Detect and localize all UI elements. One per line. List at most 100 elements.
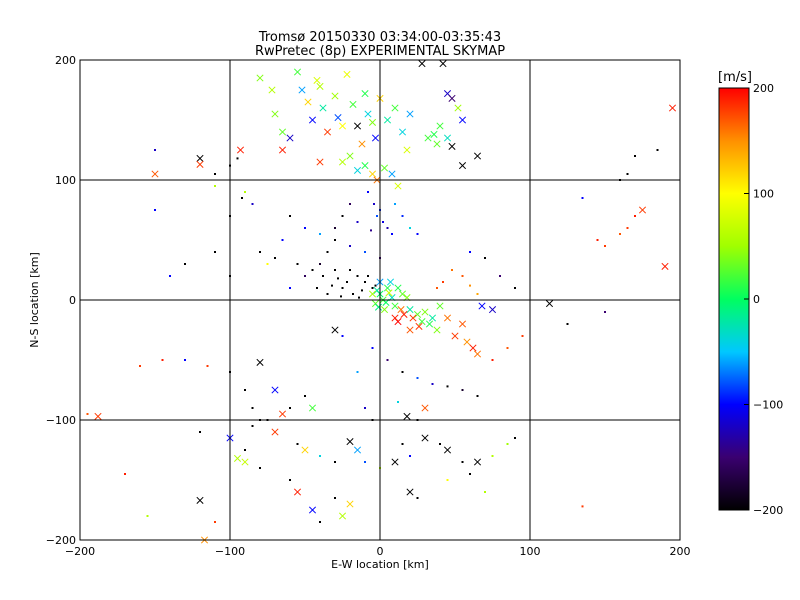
x-tick-label: −100 [215, 545, 245, 558]
scatter-point-cross [458, 116, 467, 124]
scatter-point-cross [469, 344, 477, 352]
scatter-point-dot [367, 275, 369, 277]
scatter-points [86, 60, 677, 544]
scatter-point-dot [169, 275, 171, 277]
y-tick-label: 100 [55, 174, 76, 187]
scatter-point-cross [383, 284, 392, 292]
scatter-point-dot [439, 443, 441, 445]
scatter-point-cross [334, 114, 342, 122]
scatter-point-cross [418, 318, 426, 326]
scatter-point-cross [425, 320, 434, 328]
scatter-point-dot [311, 269, 314, 271]
scatter-point-dot [566, 323, 569, 325]
scatter-point-cross [319, 104, 327, 112]
scatter-point-dot [316, 287, 318, 289]
scatter-point-dot [364, 407, 366, 409]
scatter-point-cross [380, 306, 389, 314]
scatter-point-dot [199, 431, 201, 433]
scatter-point-cross [406, 110, 414, 118]
scatter-point-cross [406, 326, 414, 334]
scatter-point-cross [638, 206, 647, 214]
scatter-point-dot [361, 289, 363, 292]
scatter-point-dot [461, 461, 464, 463]
scatter-point-dot [356, 221, 359, 223]
scatter-point-dot [304, 395, 306, 397]
scatter-point-dot [364, 461, 366, 463]
scatter-point-dot [281, 239, 284, 241]
scatter-point-dot [334, 227, 336, 229]
scatter-point-dot [251, 425, 254, 427]
scatter-point-cross [338, 158, 347, 166]
scatter-point-dot [656, 149, 659, 151]
scatter-point-cross [424, 134, 432, 142]
scatter-point-dot [374, 284, 377, 287]
scatter-point-dot [386, 359, 389, 361]
scatter-point-cross [398, 128, 407, 136]
scatter-point-cross [391, 104, 399, 112]
scatter-point-dot [397, 401, 399, 403]
scatter-point-dot [469, 284, 471, 287]
scatter-point-dot [184, 263, 186, 265]
scatter-point-cross [368, 290, 377, 298]
x-tick-label: −200 [65, 545, 95, 558]
scatter-point-dot [146, 515, 149, 517]
scatter-point-cross [397, 306, 405, 314]
scatter-point-dot [401, 215, 404, 217]
scatter-point-dot [386, 227, 389, 229]
scatter-point-cross [463, 338, 471, 346]
scatter-point-dot [442, 281, 444, 283]
y-tick-label: 0 [69, 294, 76, 307]
scatter-point-cross [406, 306, 414, 314]
scatter-point-cross [374, 303, 383, 311]
scatter-point-cross [368, 118, 377, 126]
scatter-point-dot [469, 473, 471, 475]
scatter-point-cross [421, 308, 429, 316]
scatter-point-dot [446, 385, 449, 388]
scatter-point-cross [386, 278, 395, 286]
y-axis-label: N-S location [km] [28, 252, 41, 348]
scatter-point-cross [304, 98, 312, 106]
scatter-point-dot [634, 155, 636, 157]
y-axis-ticks: −200 −100 0 100 200 [46, 54, 76, 547]
scatter-point-dot [319, 521, 321, 523]
scatter-point-dot [461, 275, 464, 277]
scatter-point-dot [476, 293, 479, 295]
scatter-point-dot [604, 311, 606, 313]
scatter-point-dot [331, 284, 333, 287]
scatter-point-dot [401, 443, 404, 445]
scatter-point-cross [151, 170, 159, 178]
scatter-point-dot [184, 359, 186, 361]
scatter-point-cross [268, 86, 276, 94]
scatter-point-dot [484, 491, 486, 493]
y-tick-label: −100 [46, 414, 76, 427]
y-tick-label: 200 [55, 54, 76, 67]
scatter-point-dot [367, 191, 369, 193]
scatter-point-cross [358, 140, 366, 148]
scatter-point-dot [319, 263, 321, 265]
scatter-point-dot [416, 497, 419, 499]
scatter-point-dot [356, 275, 359, 277]
scatter-point-dot [436, 287, 438, 289]
scatter-point-dot [289, 407, 291, 409]
scatter-point-cross [241, 458, 249, 466]
scatter-point-cross [391, 302, 399, 310]
scatter-point-cross [436, 122, 444, 130]
scatter-point-cross [443, 446, 452, 454]
scatter-point-cross [391, 458, 399, 466]
scatter-point-dot [382, 221, 384, 223]
scatter-point-cross [353, 166, 362, 174]
scatter-point-cross [338, 512, 347, 520]
scatter-point-dot [124, 473, 126, 475]
scatter-point-dot [394, 203, 396, 205]
scatter-point-dot [322, 275, 324, 277]
scatter-point-dot [416, 233, 419, 235]
colorbar-tick-label: 100 [753, 188, 774, 201]
scatter-point-dot [334, 269, 336, 271]
scatter-point-dot [370, 229, 372, 232]
y-tick-label: −200 [46, 534, 76, 547]
scatter-point-dot [581, 505, 584, 508]
scatter-point-dot [274, 257, 276, 259]
scatter-point-cross [436, 302, 444, 310]
